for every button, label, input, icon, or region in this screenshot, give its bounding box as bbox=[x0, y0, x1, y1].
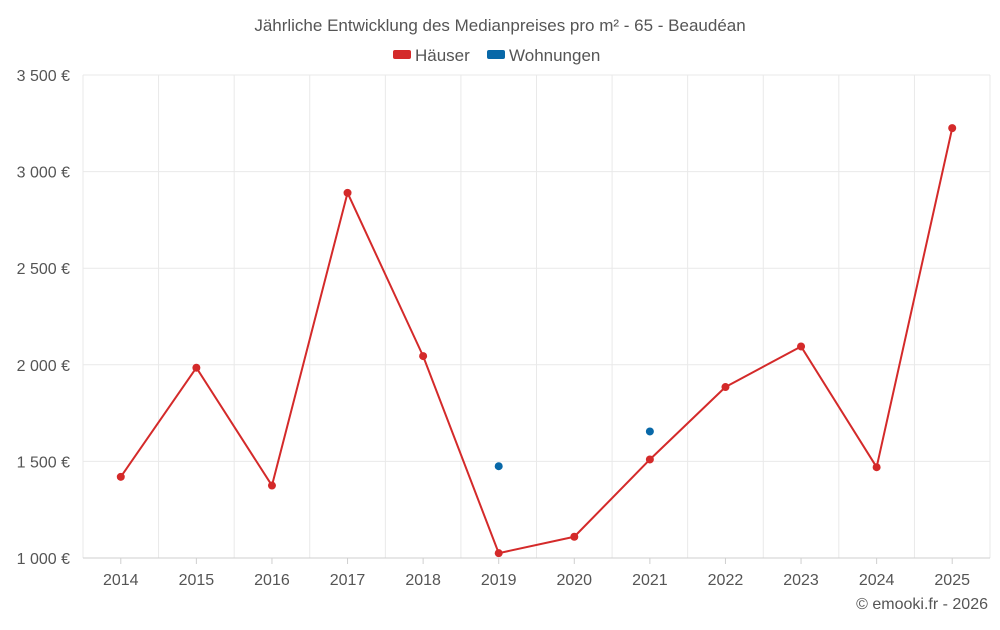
x-tick-label-4: 2018 bbox=[405, 572, 441, 589]
data-point-0-2[interactable] bbox=[267, 481, 276, 490]
series-1 bbox=[494, 427, 654, 471]
x-tick-label-11: 2025 bbox=[934, 572, 970, 589]
data-point-0-8[interactable] bbox=[721, 383, 730, 392]
data-point-0-7[interactable] bbox=[645, 455, 654, 464]
y-axis: 1 000 € 1 500 € 2 000 € 2 500 € 3 000 € 3 500… bbox=[17, 68, 70, 568]
legend-label-0[interactable]: Häuser bbox=[415, 46, 470, 65]
x-tick-label-0: 2014 bbox=[103, 572, 139, 589]
legend-label-1[interactable]: Wohnungen bbox=[509, 46, 600, 65]
y-tick-label-1: 1 500 € bbox=[17, 454, 70, 471]
y-tick-label-4: 3 000 € bbox=[17, 165, 70, 182]
data-point-1-7[interactable] bbox=[645, 427, 654, 436]
data-point-1-5[interactable] bbox=[494, 462, 503, 471]
x-tick-label-2: 2016 bbox=[254, 572, 290, 589]
legend: Häuser Wohnungen bbox=[393, 46, 600, 65]
data-point-0-11[interactable] bbox=[948, 124, 957, 133]
legend-swatch-0[interactable] bbox=[393, 50, 411, 59]
data-point-0-1[interactable] bbox=[192, 363, 201, 372]
credit-label: © emooki.fr - 2026 bbox=[856, 596, 988, 613]
x-tick-label-3: 2017 bbox=[330, 572, 366, 589]
x-tick-label-6: 2020 bbox=[556, 572, 592, 589]
data-point-0-9[interactable] bbox=[797, 342, 806, 351]
grid bbox=[82, 74, 991, 559]
series-layer bbox=[116, 124, 957, 558]
x-tick-label-7: 2021 bbox=[632, 572, 668, 589]
data-point-0-0[interactable] bbox=[116, 472, 125, 481]
x-tick-label-1: 2015 bbox=[179, 572, 215, 589]
x-tick-label-8: 2022 bbox=[708, 572, 744, 589]
data-point-0-6[interactable] bbox=[570, 532, 579, 541]
data-point-0-3[interactable] bbox=[343, 188, 352, 197]
y-tick-label-3: 2 500 € bbox=[17, 261, 70, 278]
data-point-0-4[interactable] bbox=[419, 352, 428, 361]
x-axis: 2014 2015 2016 2017 2018 2019 2020 2021 2022 2023… bbox=[83, 557, 990, 589]
y-tick-label-2: 2 000 € bbox=[17, 358, 70, 375]
x-tick-label-10: 2024 bbox=[859, 572, 895, 589]
y-tick-label-0: 1 000 € bbox=[17, 551, 70, 568]
series-line-0 bbox=[119, 127, 954, 555]
y-tick-label-5: 3 500 € bbox=[17, 68, 70, 85]
x-tick-label-5: 2019 bbox=[481, 572, 517, 589]
legend-swatch-1[interactable] bbox=[487, 50, 505, 59]
series-0 bbox=[116, 124, 957, 558]
x-tick-label-9: 2023 bbox=[783, 572, 819, 589]
chart-title: Jährliche Entwicklung des Medianpreises … bbox=[254, 16, 745, 35]
data-point-0-10[interactable] bbox=[872, 463, 881, 472]
data-point-0-5[interactable] bbox=[494, 549, 503, 558]
